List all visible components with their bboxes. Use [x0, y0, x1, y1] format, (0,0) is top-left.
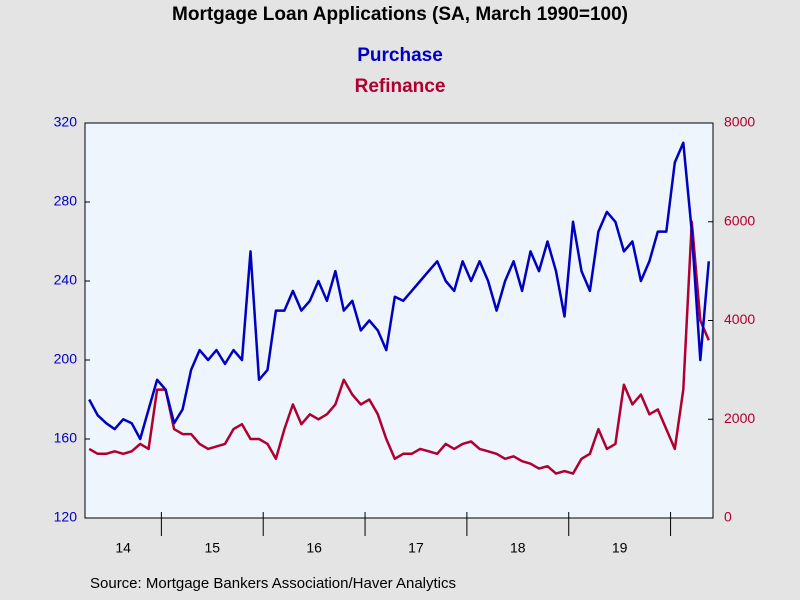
legend-entry: Refinance [355, 76, 446, 97]
x-tick-label: 15 [205, 540, 221, 556]
y2-tick-label: 6000 [724, 212, 755, 228]
y-tick-label: 200 [54, 351, 78, 367]
x-tick-label: 14 [115, 540, 131, 556]
y-tick-label: 160 [54, 430, 78, 446]
y2-tick-label: 8000 [724, 114, 755, 130]
series-line [88, 220, 710, 475]
plot-area [84, 122, 714, 519]
y2-tick-label: 4000 [724, 311, 755, 327]
source-note: Source: Mortgage Bankers Association/Hav… [90, 575, 456, 592]
x-tick-label: 16 [306, 540, 322, 556]
chart-title: Mortgage Loan Applications (SA, March 19… [172, 4, 628, 25]
x-tick-label: 17 [408, 540, 424, 556]
legend-entry: Purchase [357, 45, 443, 66]
y-tick-label: 120 [54, 509, 78, 525]
x-tick-label: 19 [612, 540, 628, 556]
y2-tick-label: 2000 [724, 410, 755, 426]
x-tick-label: 18 [510, 540, 526, 556]
y-tick-label: 320 [54, 114, 78, 130]
y2-tick-label: 0 [724, 509, 732, 525]
series-line [88, 141, 711, 441]
y-tick-label: 280 [54, 193, 78, 209]
y-tick-label: 240 [54, 272, 78, 288]
